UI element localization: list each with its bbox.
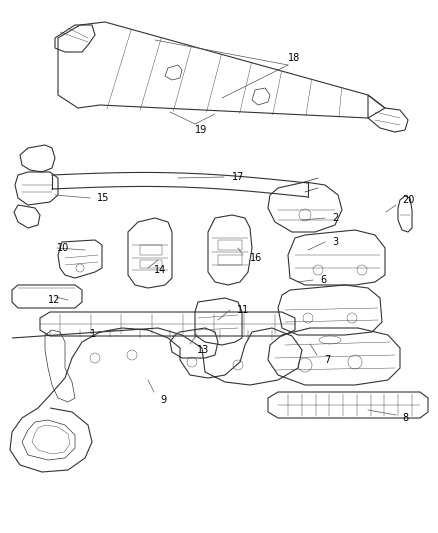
Text: 15: 15	[97, 193, 110, 203]
Text: 11: 11	[237, 305, 249, 315]
Text: 16: 16	[250, 253, 262, 263]
Text: 2: 2	[332, 213, 338, 223]
Text: 6: 6	[320, 275, 326, 285]
Text: 9: 9	[160, 395, 166, 405]
Text: 18: 18	[288, 53, 300, 63]
Text: 14: 14	[154, 265, 166, 275]
Text: 3: 3	[332, 237, 338, 247]
Text: 7: 7	[324, 355, 330, 365]
Text: 8: 8	[402, 413, 408, 423]
Text: 1: 1	[90, 329, 96, 339]
Text: 13: 13	[197, 345, 209, 355]
Text: 19: 19	[195, 125, 207, 135]
Text: 20: 20	[402, 195, 414, 205]
Text: 10: 10	[57, 243, 69, 253]
Text: 17: 17	[232, 172, 244, 182]
Text: 12: 12	[48, 295, 60, 305]
